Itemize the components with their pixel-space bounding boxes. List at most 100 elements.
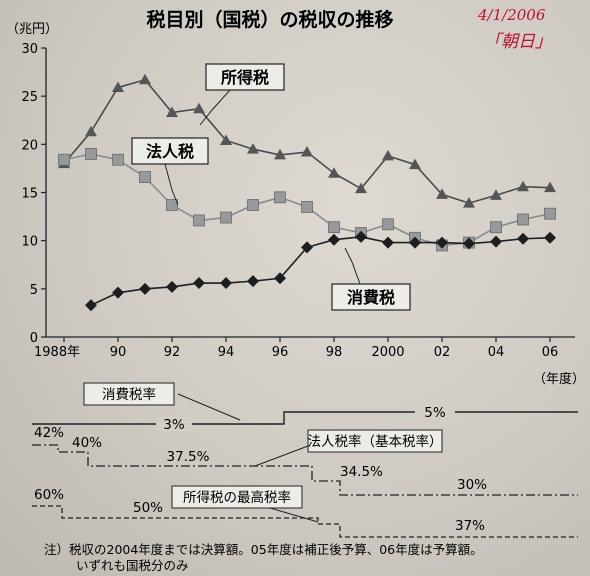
data-point — [247, 143, 259, 154]
footnote-line1: 注）税収の2004年度までは決算額。05年度は補正後予算、06年度は予算額。 — [44, 542, 483, 557]
label-box-income-tax — [205, 63, 285, 91]
rate-line-income — [32, 505, 578, 538]
x-tick-label: 06 — [542, 345, 559, 360]
data-point — [112, 81, 124, 92]
data-point — [328, 233, 340, 246]
data-point — [166, 106, 178, 118]
rate-label-50: 50% — [133, 500, 163, 516]
series-line — [90, 236, 551, 306]
rate-label-bg-3 — [156, 417, 192, 431]
rate-label-60: 60% — [34, 487, 64, 503]
rate-label-bg-5 — [415, 405, 455, 419]
data-point — [166, 280, 178, 293]
data-point — [490, 235, 502, 248]
data-point — [193, 102, 205, 114]
data-point — [112, 286, 124, 299]
data-point — [220, 211, 232, 224]
y-tick-label: 30 — [21, 42, 38, 57]
data-point — [355, 182, 367, 194]
data-point — [382, 149, 394, 161]
data-point — [328, 221, 340, 234]
label-box-corporate-tax — [131, 137, 209, 165]
rate-label-5: 5% — [424, 405, 446, 421]
data-point — [436, 188, 448, 199]
data-point — [85, 299, 97, 312]
series-2 — [85, 230, 556, 312]
x-tick-label: 02 — [434, 345, 451, 360]
handwritten-annotation: 4/1/2006 「朝日」 — [477, 6, 552, 52]
data-point — [58, 153, 70, 166]
x-tick-label: 94 — [218, 345, 235, 360]
data-point — [139, 171, 151, 183]
rate-label-37-5: 37.5% — [167, 449, 210, 465]
data-point — [220, 134, 232, 145]
rate-label-40: 40% — [72, 435, 102, 451]
data-point — [193, 277, 205, 290]
y-tick-label: 0 — [30, 331, 38, 346]
data-point — [301, 146, 313, 157]
data-point — [301, 201, 313, 213]
label-consumption-tax: 消費税 — [347, 288, 395, 307]
y-ticks: 0 5 10 15 20 25 30 — [21, 42, 46, 346]
rate-label-37: 37% — [455, 518, 485, 534]
x-tick-label: 1988年 — [34, 345, 80, 360]
leader-rate-income — [269, 507, 319, 523]
rate-label-42: 42% — [34, 425, 64, 441]
leader-rate-corporate — [254, 445, 309, 467]
data-point — [247, 275, 259, 288]
y-tick-label: 15 — [21, 187, 38, 202]
data-point — [544, 181, 556, 193]
data-point — [139, 73, 151, 85]
data-point — [463, 197, 475, 208]
series-group — [58, 73, 556, 312]
handwritten-date: 4/1/2006 — [477, 6, 546, 24]
y-tick-label: 5 — [30, 283, 38, 298]
data-point — [490, 189, 502, 200]
data-point — [517, 232, 529, 245]
data-point — [490, 221, 502, 234]
data-point — [166, 199, 178, 211]
x-ticks: 1988年 90 92 94 96 98 2000 02 04 06 — [34, 337, 558, 360]
x-tick-label: 90 — [110, 345, 127, 360]
series-0 — [58, 73, 556, 208]
data-point — [463, 237, 475, 250]
footnote-line2: いずれも国税分のみ — [76, 558, 189, 573]
series-labels: 所得税 法人税 消費税 — [131, 63, 411, 311]
label-box-consumption-tax — [331, 283, 411, 311]
rate-title-box-income — [171, 485, 303, 509]
data-point — [382, 218, 394, 231]
rate-label-30: 30% — [457, 477, 487, 493]
data-point — [274, 191, 286, 204]
data-point — [274, 148, 286, 160]
y-axis-unit: （兆円） — [6, 22, 58, 37]
rate-corporate-tax: 法人税率（基本税率） 42% 40% 37.5% 34.5% 30% — [32, 425, 578, 496]
y-tick-label: 10 — [21, 235, 38, 250]
rate-title-box-corporate — [307, 429, 443, 453]
data-point — [409, 158, 421, 170]
rate-title-consumption: 消費税率 — [102, 386, 156, 403]
data-point — [517, 180, 529, 192]
data-point — [139, 282, 151, 295]
series-line — [63, 153, 551, 247]
data-point — [382, 236, 394, 249]
y-tick-label: 20 — [21, 138, 38, 153]
data-point — [436, 236, 448, 249]
leader-income-tax — [199, 89, 231, 126]
rate-title-corporate: 法人税率（基本税率） — [308, 433, 443, 450]
rate-label-34-5: 34.5% — [340, 464, 383, 480]
x-tick-label: 04 — [488, 345, 505, 360]
rate-line-consumption — [32, 411, 578, 425]
y-tick-label: 25 — [21, 90, 38, 105]
data-point — [193, 214, 205, 227]
label-income-tax: 所得税 — [221, 68, 269, 87]
data-point — [112, 153, 124, 166]
data-point — [409, 236, 421, 249]
data-point — [301, 241, 313, 254]
x-tick-label: 98 — [326, 345, 343, 360]
leader-corporate-tax — [164, 163, 179, 206]
data-point — [247, 199, 259, 211]
x-axis-unit: （年度） — [533, 371, 585, 387]
data-point — [85, 148, 97, 160]
data-point — [355, 230, 367, 243]
